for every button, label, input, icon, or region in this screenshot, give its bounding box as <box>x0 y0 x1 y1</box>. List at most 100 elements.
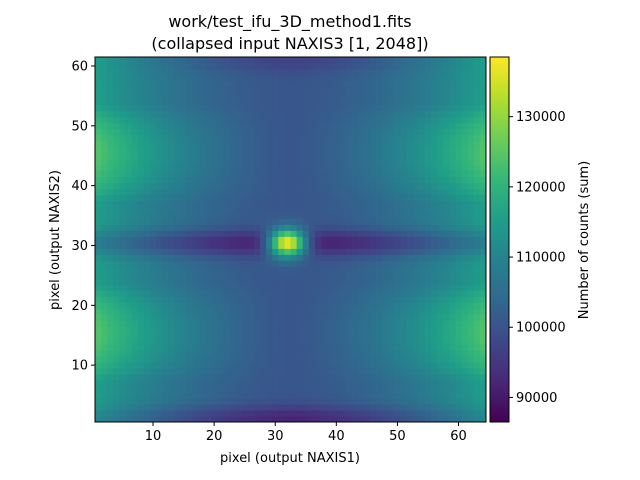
heatmap-cell <box>461 230 469 237</box>
heatmap-cell <box>308 230 316 237</box>
heatmap-cell <box>357 302 365 309</box>
heatmap-cell <box>95 68 102 76</box>
heatmap-cell <box>333 68 340 76</box>
heatmap-cell <box>149 284 157 291</box>
heatmap-cell <box>241 386 249 393</box>
heatmap-cell <box>473 242 481 249</box>
heatmap-cell <box>131 248 139 255</box>
heatmap-cell <box>137 278 145 285</box>
heatmap-cell <box>149 194 157 201</box>
heatmap-cell <box>382 326 389 333</box>
heatmap-cell <box>143 350 151 357</box>
heatmap-cell <box>284 86 291 94</box>
heatmap-cell <box>308 152 316 160</box>
heatmap-cell <box>449 122 456 130</box>
heatmap-cell <box>247 254 255 261</box>
heatmap-cell <box>455 134 462 142</box>
heatmap-cell <box>449 158 456 166</box>
heatmap-cell <box>449 374 456 381</box>
heatmap-cell <box>101 302 108 309</box>
heatmap-cell <box>211 248 218 255</box>
heatmap-cell <box>198 86 206 94</box>
heatmap-cell <box>235 398 243 405</box>
heatmap-cell <box>345 62 352 70</box>
heatmap-cell <box>101 308 108 315</box>
heatmap-cell <box>223 68 230 76</box>
heatmap-cell <box>369 170 377 178</box>
heatmap-cell <box>302 74 310 82</box>
heatmap-cell <box>388 302 395 309</box>
heatmap-cell <box>125 218 133 225</box>
heatmap-cell <box>192 86 200 94</box>
heatmap-cell <box>223 194 230 201</box>
heatmap-cell <box>424 368 432 375</box>
heatmap-cell <box>211 140 218 148</box>
heatmap-cell <box>437 116 444 124</box>
heatmap-cell <box>382 392 389 399</box>
heatmap-cell <box>467 194 475 201</box>
heatmap-cell <box>424 254 432 261</box>
heatmap-cell <box>223 284 230 291</box>
heatmap-cell <box>113 374 120 381</box>
heatmap-cell <box>211 398 218 405</box>
heatmap-cell <box>290 98 298 106</box>
heatmap-cell <box>351 86 359 94</box>
heatmap-cell <box>266 158 273 166</box>
heatmap-cell <box>229 416 236 423</box>
heatmap-cell <box>363 152 371 160</box>
heatmap-cell <box>143 272 151 279</box>
heatmap-cell <box>400 164 407 172</box>
heatmap-cell <box>296 302 304 309</box>
heatmap-cell <box>278 92 285 100</box>
heatmap-cell <box>198 410 206 417</box>
heatmap-cell <box>290 332 298 339</box>
heatmap-cell <box>113 170 120 178</box>
heatmap-cell <box>217 290 224 297</box>
heatmap-cell <box>223 128 230 136</box>
heatmap-cell <box>376 206 383 213</box>
heatmap-cell <box>351 62 359 70</box>
heatmap-cell <box>131 176 139 184</box>
heatmap-cell <box>302 302 310 309</box>
heatmap-cell <box>235 266 243 273</box>
heatmap-cell <box>382 122 389 130</box>
heatmap-cell <box>345 200 352 207</box>
heatmap-cell <box>394 224 401 231</box>
heatmap-cell <box>113 230 120 237</box>
heatmap-cell <box>113 104 120 112</box>
heatmap-cell <box>473 410 481 417</box>
heatmap-cell <box>266 386 273 393</box>
heatmap-cell <box>314 398 322 405</box>
heatmap-cell <box>204 380 212 387</box>
heatmap-cell <box>192 248 200 255</box>
heatmap-cell <box>247 386 255 393</box>
heatmap-cell <box>382 296 389 303</box>
heatmap-cell <box>174 188 181 196</box>
heatmap-cell <box>473 308 481 315</box>
heatmap-cell <box>174 74 181 82</box>
heatmap-cell <box>290 110 298 118</box>
heatmap-cell <box>284 212 291 219</box>
heatmap-cell <box>149 332 157 339</box>
heatmap-cell <box>333 332 340 339</box>
heatmap-cell <box>217 164 224 172</box>
heatmap-cell <box>308 248 316 255</box>
heatmap-cell <box>400 212 407 219</box>
heatmap-cell <box>143 146 151 154</box>
heatmap-cell <box>400 320 407 327</box>
heatmap-cell <box>339 290 346 297</box>
heatmap-cell <box>253 80 261 88</box>
heatmap-cell <box>363 386 371 393</box>
heatmap-cell <box>339 308 346 315</box>
heatmap-cell <box>394 344 401 351</box>
heatmap-cell <box>95 116 102 124</box>
heatmap-cell <box>327 218 334 225</box>
heatmap-cell <box>198 188 206 196</box>
heatmap-cell <box>162 140 169 148</box>
heatmap-cell <box>253 290 261 297</box>
heatmap-cell <box>308 296 316 303</box>
heatmap-cell <box>186 110 194 118</box>
heatmap-cell <box>137 386 145 393</box>
heatmap-cell <box>406 260 414 267</box>
heatmap-cell <box>382 164 389 172</box>
